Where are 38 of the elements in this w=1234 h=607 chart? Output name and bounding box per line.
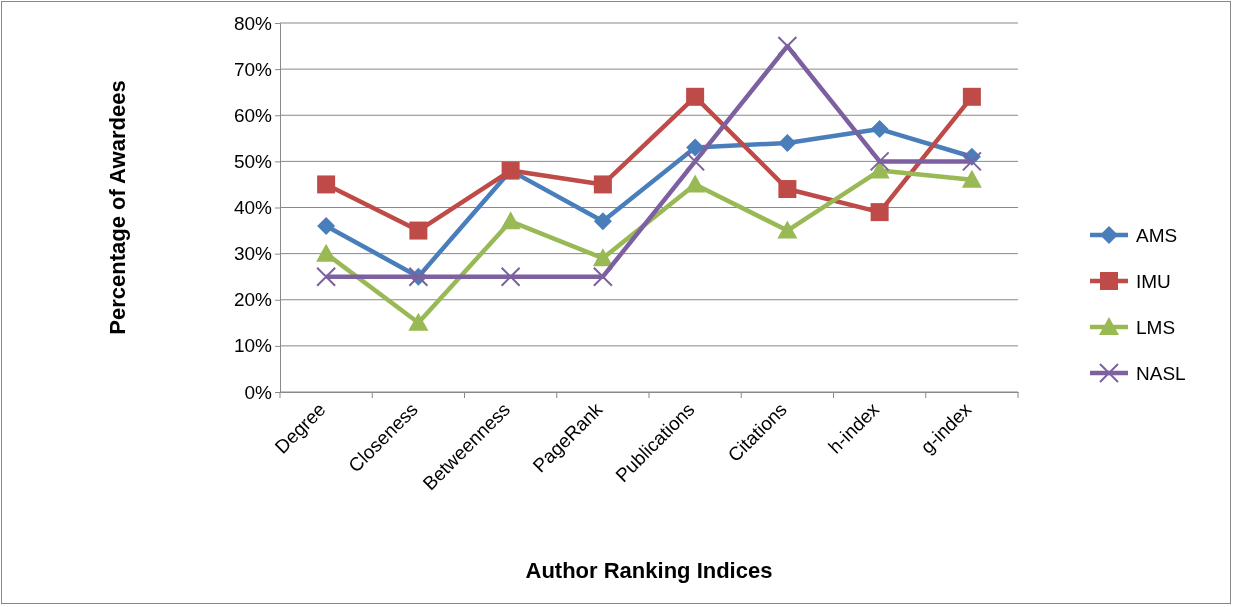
y-tick-label: 30%	[233, 243, 273, 265]
point	[778, 180, 797, 199]
point	[500, 211, 521, 230]
point	[962, 87, 981, 106]
y-tick-label: 50%	[233, 150, 273, 172]
legend-label: LMS	[1136, 316, 1176, 338]
point	[777, 220, 798, 239]
legend-label: IMU	[1136, 270, 1171, 292]
y-tick-label: 70%	[233, 58, 273, 80]
legend-label: AMS	[1136, 224, 1178, 246]
y-tick-label: 0%	[244, 381, 273, 403]
point	[593, 175, 612, 194]
point	[961, 151, 982, 172]
point	[409, 221, 428, 240]
legend-label: NASL	[1136, 362, 1186, 384]
point	[500, 266, 521, 287]
y-tick-label: 40%	[233, 197, 273, 219]
point	[408, 312, 429, 331]
y-tick-label: 60%	[233, 104, 273, 126]
point	[593, 212, 612, 231]
point	[317, 175, 336, 194]
point	[870, 203, 889, 222]
point	[961, 169, 982, 188]
point	[686, 87, 705, 106]
y-tick-label: 20%	[233, 289, 273, 311]
point	[317, 216, 336, 235]
y-axis-title: Percentage of Awardees	[105, 80, 130, 335]
point	[869, 151, 890, 172]
y-tick-label: 10%	[233, 335, 273, 357]
y-tick-label: 80%	[233, 12, 273, 34]
point	[316, 243, 337, 262]
point	[870, 120, 889, 139]
point	[685, 174, 706, 193]
point	[592, 248, 613, 267]
x-axis-title: Author Ranking Indices	[525, 558, 773, 583]
point	[316, 266, 337, 287]
point	[592, 266, 613, 287]
point	[778, 133, 797, 152]
